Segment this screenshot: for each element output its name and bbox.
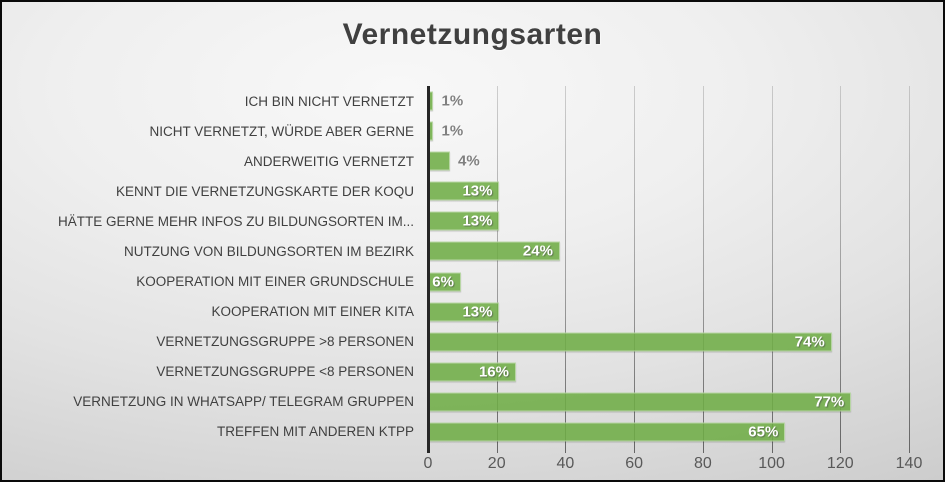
value-axis-zero-line xyxy=(427,86,430,453)
category-label: ANDERWEITIG VERNETZT xyxy=(243,153,414,169)
category-label: HÄTTE GERNE MEHR INFOS ZU BILDUNGSORTEN … xyxy=(57,213,414,229)
bar-row: 13% xyxy=(428,297,909,327)
x-tick-label: 100 xyxy=(758,455,785,472)
category-label: NICHT VERNETZT, WÜRDE ABER GERNE xyxy=(149,123,414,139)
bar-value-label: 13% xyxy=(462,303,493,321)
gridline xyxy=(840,86,842,453)
x-tick-label: 0 xyxy=(423,455,433,472)
category-label: TREFFEN MIT ANDEREN KTPP xyxy=(216,424,414,440)
bar-row: 1% xyxy=(428,86,909,116)
bar-row: 65% xyxy=(428,417,909,447)
gridline xyxy=(702,86,704,453)
gridline xyxy=(565,86,567,453)
value-axis-labels: 0 20 40 60 80 100 120 140 xyxy=(424,454,923,476)
bar-row: 1% xyxy=(428,116,909,146)
bar-value-label: 16% xyxy=(478,363,509,381)
category-label: KENNT DIE VERNETZUNGSKARTE DER KOQU xyxy=(115,183,414,199)
category-axis: ICH BIN NICHT VERNETZT NICHT VERNETZT, WÜ… xyxy=(10,86,422,447)
bar-value-label: 77% xyxy=(814,393,845,411)
bar-value-label: 13% xyxy=(462,182,493,200)
bar-row: 74% xyxy=(428,327,909,357)
gridline xyxy=(634,86,636,453)
slide-canvas: Vernetzungsarten ICH BIN NICHT VERNETZT N… xyxy=(0,0,945,482)
bar-row: 4% xyxy=(428,146,909,176)
bar-value-label: 6% xyxy=(432,273,454,291)
bar-row: 13% xyxy=(428,206,909,236)
bar xyxy=(428,332,832,352)
x-tick-label: 60 xyxy=(625,455,644,472)
bar-value-label: 4% xyxy=(457,152,480,170)
x-tick-label: 40 xyxy=(556,455,575,472)
gridline xyxy=(496,86,498,453)
x-tick-label: 80 xyxy=(693,455,712,472)
bar-row: 16% xyxy=(428,357,909,387)
x-tick-label: 20 xyxy=(487,455,506,472)
bar-value-label: 24% xyxy=(522,242,553,260)
bar-value-label: 13% xyxy=(462,212,493,230)
category-label: VERNETZUNG IN WHATSAPP/ TELEGRAM GRUPPEN xyxy=(73,394,414,410)
bar-row: 24% xyxy=(428,236,909,266)
x-tick-label: 120 xyxy=(826,455,854,472)
bar xyxy=(428,422,786,442)
gridline xyxy=(909,86,910,453)
bar xyxy=(428,151,450,171)
category-label: VERNETZUNGSGRUPPE >8 PERSONEN xyxy=(156,334,414,350)
category-label: KOOPERATION MIT EINER GRUNDSCHULE xyxy=(136,274,414,290)
category-label: ICH BIN NICHT VERNETZT xyxy=(244,93,414,109)
bar-value-label: 1% xyxy=(441,92,464,110)
category-label: KOOPERATION MIT EINER KITA xyxy=(211,304,414,320)
bar-series: 1% 1% 4% 13% 13% 24% 6% 13% 74% 16% 77% 65% xyxy=(428,86,909,447)
gridline xyxy=(771,86,773,453)
chart-title: Vernetzungsarten xyxy=(342,18,603,51)
bar-row: 13% xyxy=(428,176,909,206)
bar xyxy=(428,392,852,412)
bar-value-label: 65% xyxy=(748,423,779,441)
category-label: VERNETZUNGSGRUPPE <8 PERSONEN xyxy=(156,364,414,380)
bar-row: 6% xyxy=(428,267,909,297)
x-tick-label: 140 xyxy=(895,455,923,472)
bar-value-label: 1% xyxy=(441,122,464,140)
bar-row: 77% xyxy=(428,387,909,417)
category-label: NUTZUNG VON BILDUNGSORTEN IM BEZIRK xyxy=(123,243,414,259)
bar-value-label: 74% xyxy=(794,333,825,351)
plot-area: 1% 1% 4% 13% 13% 24% 6% 13% 74% 16% 77% 65% xyxy=(427,86,910,453)
